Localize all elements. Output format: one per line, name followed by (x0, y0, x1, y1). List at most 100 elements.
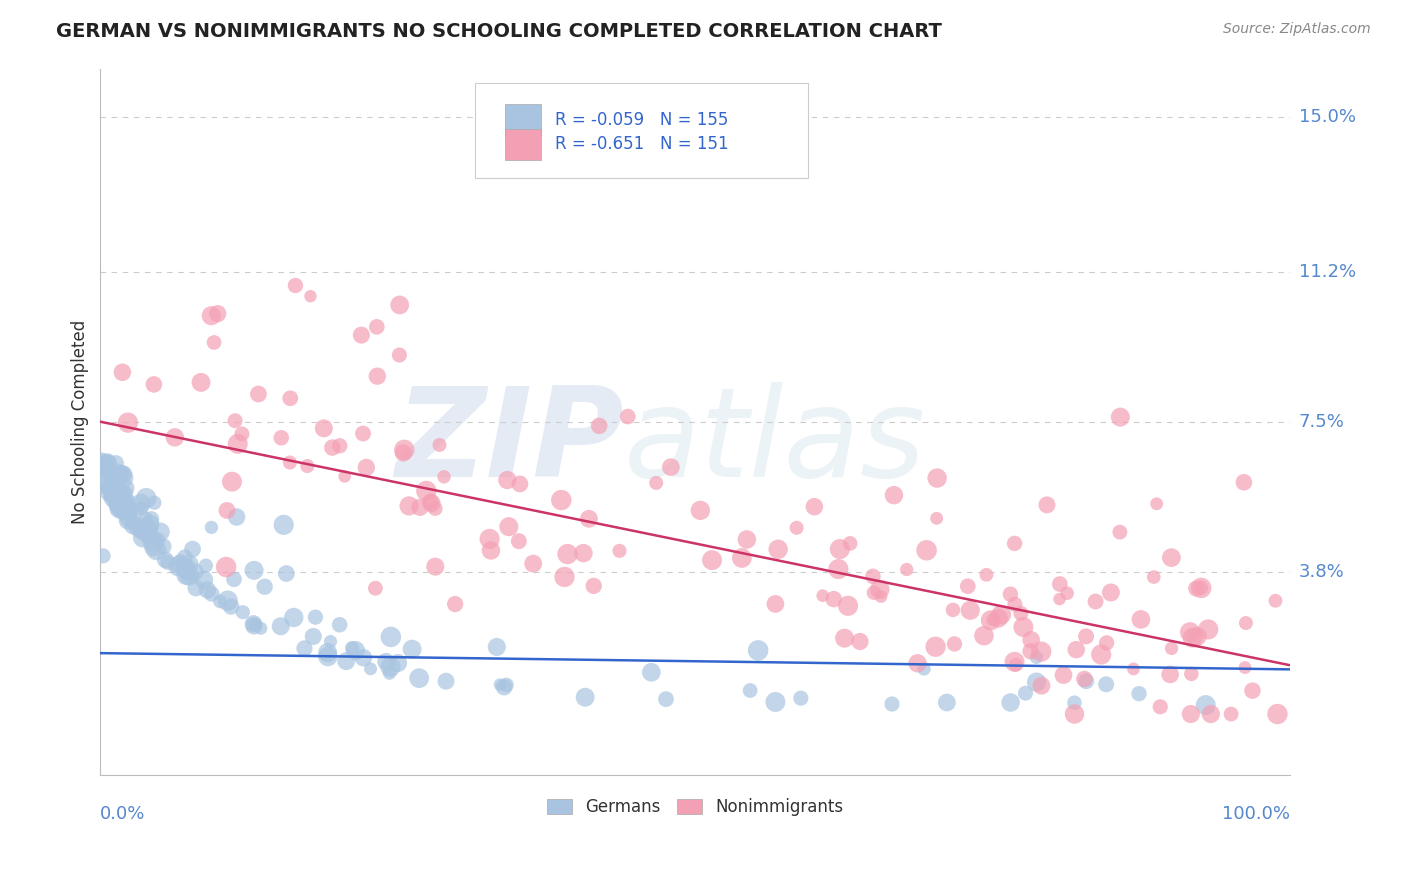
Point (1019, 644, 1042, 658)
Point (335, 654, 357, 668)
Text: 3.8%: 3.8% (1299, 563, 1344, 581)
Point (177, 566, 200, 581)
Point (1063, 706, 1085, 721)
Point (111, 467, 134, 481)
Point (1036, 498, 1059, 512)
Point (765, 695, 787, 709)
Point (208, 594, 231, 608)
Point (128, 524, 150, 539)
Point (582, 579, 605, 593)
FancyBboxPatch shape (505, 103, 541, 136)
Point (101, 488, 124, 502)
Point (907, 657, 929, 671)
Point (242, 616, 264, 631)
Point (790, 691, 813, 706)
Point (297, 458, 319, 473)
Text: GERMAN VS NONIMMIGRANTS NO SCHOOLING COMPLETED CORRELATION CHART: GERMAN VS NONIMMIGRANTS NO SCHOOLING COM… (56, 22, 942, 41)
Point (103, 471, 125, 485)
Point (1160, 641, 1182, 656)
Point (659, 460, 682, 475)
Point (215, 503, 238, 517)
Point (444, 597, 467, 611)
Point (222, 572, 245, 586)
Point (101, 487, 124, 501)
Point (1004, 655, 1026, 669)
Point (174, 561, 197, 575)
Point (392, 446, 415, 460)
Point (247, 387, 270, 401)
Point (398, 499, 420, 513)
Point (976, 567, 998, 582)
Point (129, 496, 152, 510)
Point (925, 511, 948, 525)
Point (1014, 686, 1036, 700)
Point (91, 479, 114, 493)
Point (200, 309, 222, 323)
Point (1143, 570, 1166, 584)
Point (250, 621, 273, 635)
Point (1220, 706, 1243, 721)
Point (135, 511, 157, 525)
Point (112, 500, 135, 515)
Point (1197, 623, 1219, 637)
Point (190, 376, 212, 390)
Point (131, 501, 153, 516)
Point (508, 534, 530, 549)
Point (352, 650, 374, 665)
Point (112, 467, 135, 481)
Point (786, 521, 808, 535)
Point (115, 498, 138, 512)
Point (122, 518, 145, 533)
Point (557, 547, 579, 561)
Text: Source: ZipAtlas.com: Source: ZipAtlas.com (1223, 22, 1371, 37)
Point (387, 656, 409, 670)
Point (100, 482, 122, 496)
Text: ZIP: ZIP (395, 383, 624, 503)
Point (572, 546, 595, 560)
Point (219, 599, 242, 614)
Point (942, 603, 965, 617)
Point (1109, 410, 1132, 425)
Point (152, 540, 174, 554)
Point (655, 692, 678, 706)
Point (1146, 497, 1168, 511)
Point (394, 442, 416, 457)
Point (522, 557, 544, 571)
Point (98, 483, 121, 498)
Point (179, 558, 201, 572)
Point (108, 485, 131, 500)
Point (243, 563, 266, 577)
Point (278, 391, 301, 405)
Point (352, 426, 374, 441)
Point (166, 560, 188, 574)
Point (1019, 632, 1042, 647)
Point (107, 467, 129, 481)
Point (105, 482, 128, 496)
Point (253, 580, 276, 594)
Point (1128, 687, 1150, 701)
Point (108, 501, 131, 516)
Point (1031, 679, 1053, 693)
Point (167, 559, 190, 574)
Point (880, 697, 903, 711)
Point (111, 491, 134, 506)
Point (401, 642, 423, 657)
Point (1076, 674, 1098, 689)
Point (496, 473, 519, 487)
Text: R = -0.651   N = 151: R = -0.651 N = 151 (555, 136, 728, 153)
Point (132, 531, 155, 545)
Point (766, 542, 789, 557)
Point (1180, 706, 1202, 721)
Point (645, 475, 668, 490)
Point (283, 610, 305, 624)
Point (135, 491, 157, 506)
Point (924, 640, 946, 654)
Point (135, 525, 157, 540)
Point (1109, 525, 1132, 540)
Point (316, 646, 339, 660)
Point (174, 568, 197, 582)
Point (863, 585, 886, 599)
Point (104, 456, 127, 470)
Text: atlas: atlas (624, 383, 927, 503)
Point (1241, 683, 1264, 698)
